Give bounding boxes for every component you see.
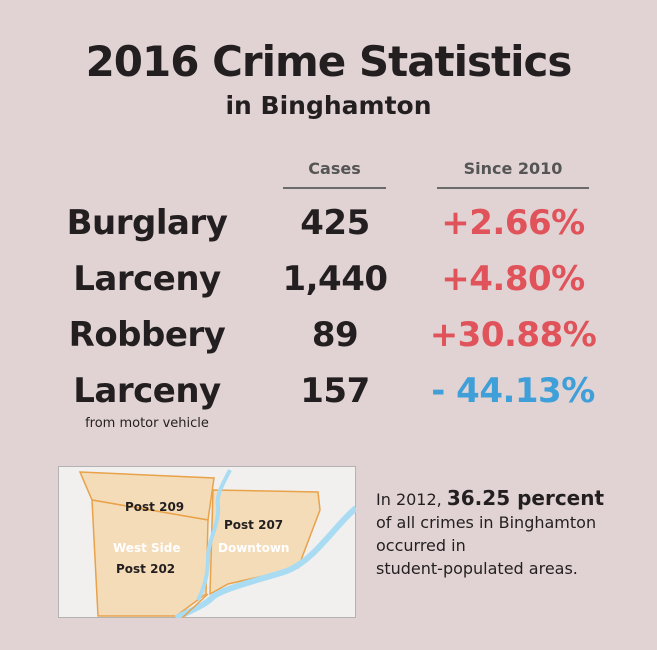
stat-row-larceny: Larceny 1,440 +4.80% (0, 256, 657, 306)
stat-row-burglary: Burglary 425 +2.66% (0, 200, 657, 250)
note-line-2: of all crimes in Binghamton (376, 513, 597, 532)
stat-row-robbery: Robbery 89 +30.88% (0, 312, 657, 362)
post-202-label: Post 202 (116, 562, 175, 576)
crime-label: Larceny (73, 259, 221, 299)
change-percent: +30.88% (429, 315, 597, 355)
case-count: 89 (311, 315, 359, 355)
change-percent: +4.80% (441, 259, 585, 299)
post-209-label: Post 209 (125, 500, 184, 514)
post-202-region (91, 499, 209, 617)
change-percent: - 44.13% (431, 371, 595, 411)
case-count: 157 (300, 371, 370, 411)
downtown-label: Downtown (218, 541, 289, 555)
river (174, 505, 356, 618)
since-header-rule (437, 187, 589, 189)
precinct-map: Post 209 West Side Post 202 Post 207 Dow… (58, 466, 356, 618)
change-percent: +2.66% (441, 203, 585, 243)
cases-column-header: Cases (308, 159, 361, 178)
note-highlight: 36.25 percent (446, 486, 605, 510)
boundary-line (181, 593, 209, 618)
case-count: 1,440 (282, 259, 388, 299)
since-2010-column-header: Since 2010 (463, 159, 563, 178)
cases-header-rule (283, 187, 386, 189)
stat-row-larceny-motor-vehicle: Larceny 157 - 44.13% (0, 368, 657, 418)
crime-label: Burglary (66, 203, 228, 243)
post-207-label: Post 207 (224, 518, 283, 532)
case-count: 425 (300, 203, 370, 243)
crime-label: Larceny (73, 371, 221, 411)
note-line-4: student-populated areas. (376, 559, 578, 578)
note-line-1: In 2012, 36.25 percent (376, 487, 636, 511)
crime-sublabel: from motor vehicle (85, 416, 209, 431)
page-title: 2016 Crime Statistics (85, 37, 573, 86)
page-subtitle: in Binghamton (225, 91, 432, 120)
note-prefix: In 2012, (376, 490, 447, 509)
crime-label: Robbery (68, 315, 226, 355)
statistic-note: In 2012, 36.25 percent of all crimes in … (376, 487, 636, 580)
west-side-label: West Side (113, 541, 181, 555)
river-branch (196, 469, 232, 601)
note-line-3: occurred in (376, 536, 466, 555)
